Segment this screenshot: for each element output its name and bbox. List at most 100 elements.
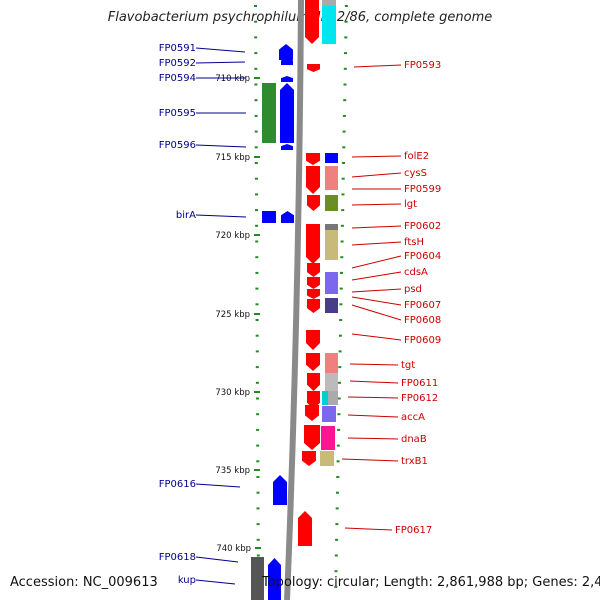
guide-dot xyxy=(339,303,343,306)
guide-dot xyxy=(254,20,258,23)
gene-label-psd[interactable]: psd xyxy=(404,284,422,295)
guide-dot xyxy=(344,52,347,55)
guide-dot xyxy=(344,36,348,39)
guide-dot xyxy=(255,381,259,384)
guide-dot xyxy=(336,444,340,447)
gene-label-fp0602[interactable]: FP0602 xyxy=(404,221,441,232)
label-leader-line xyxy=(351,155,402,158)
gene-label-fp0612[interactable]: FP0612 xyxy=(401,393,438,404)
guide-dot xyxy=(335,523,339,526)
gene-label-fole2[interactable]: folE2 xyxy=(404,151,429,162)
label-leader-line xyxy=(347,437,399,440)
guide-dot xyxy=(338,381,341,384)
gene-label-ftsh[interactable]: ftsH xyxy=(404,237,424,248)
topology-label: Topology: circular; Length: 2,861,988 bp… xyxy=(262,575,600,590)
cog-block xyxy=(262,83,276,143)
gene-arrow xyxy=(307,373,320,391)
cog-block xyxy=(325,298,338,313)
guide-dot xyxy=(341,177,345,180)
gene-label-acca[interactable]: accA xyxy=(401,412,425,423)
gene-arrow xyxy=(307,64,320,72)
guide-dot xyxy=(339,319,343,321)
accession-label: Accession: NC_009613 xyxy=(10,575,158,590)
gene-label-lgt[interactable]: lgt xyxy=(404,199,417,210)
guide-dot xyxy=(256,523,260,526)
gene-label-fp0593[interactable]: FP0593 xyxy=(404,60,441,71)
gene-label-fp0617[interactable]: FP0617 xyxy=(395,525,432,536)
gene-label-tgt[interactable]: tgt xyxy=(401,360,415,371)
label-leader-line xyxy=(347,396,399,399)
label-leader-line xyxy=(195,144,247,148)
guide-dot xyxy=(340,224,344,227)
guide-dot xyxy=(338,334,342,337)
gene-label-cyss[interactable]: cysS xyxy=(404,168,427,179)
gene-label-fp0592[interactable]: FP0592 xyxy=(159,58,196,69)
guide-dot xyxy=(334,585,338,588)
guide-dot xyxy=(255,303,259,306)
label-leader-line xyxy=(351,225,402,229)
guide-dot xyxy=(344,20,348,23)
gene-arrow xyxy=(305,0,319,44)
guide-dot xyxy=(341,209,345,212)
gene-arrow xyxy=(307,299,320,313)
label-leader-line xyxy=(347,414,399,418)
scale-tick-label: 715 kbp xyxy=(215,153,250,163)
gene-label-trxb1[interactable]: trxB1 xyxy=(401,456,428,467)
guide-dot xyxy=(340,271,343,274)
guide-dot xyxy=(256,444,260,447)
label-leader-line xyxy=(349,363,399,366)
gene-label-fp0607[interactable]: FP0607 xyxy=(404,300,441,311)
cog-block xyxy=(325,195,338,211)
gene-labels: FP0591 FP0592 FP0594 FP0595 FP0596 birA FP0616… xyxy=(159,43,441,586)
gene-arrow xyxy=(305,405,319,421)
label-leader-line xyxy=(195,47,246,53)
gene-label-fp0618[interactable]: FP0618 xyxy=(159,552,196,563)
gene-arrow xyxy=(268,558,281,600)
gene-label-fp0591[interactable]: FP0591 xyxy=(159,43,196,54)
guide-dot xyxy=(254,5,257,7)
guide-dot xyxy=(254,67,258,70)
label-leader-line xyxy=(195,483,241,488)
guide-dot xyxy=(255,224,259,227)
gene-label-fp0596[interactable]: FP0596 xyxy=(159,140,196,151)
gene-label-cdsa[interactable]: cdsA xyxy=(404,267,428,278)
scale-tick-label: 730 kbp xyxy=(215,388,250,398)
cog-block xyxy=(325,353,338,373)
gene-arrow xyxy=(307,263,320,277)
guide-dot xyxy=(255,287,259,290)
label-leader-line xyxy=(349,380,399,384)
label-leader-line xyxy=(195,579,236,585)
cog-block xyxy=(320,451,334,466)
gene-arrow xyxy=(306,353,320,371)
guide-dot xyxy=(254,52,258,55)
gene-label-fp0599[interactable]: FP0599 xyxy=(404,184,441,195)
gene-label-fp0604[interactable]: FP0604 xyxy=(404,251,441,262)
guide-dot xyxy=(342,146,346,149)
gene-label-bira[interactable]: birA xyxy=(176,210,196,221)
label-leader-line xyxy=(351,304,402,321)
guide-dot xyxy=(256,538,260,541)
label-leader-line xyxy=(351,271,402,281)
guide-dot xyxy=(334,554,338,557)
guide-dot xyxy=(256,397,259,400)
gene-label-fp0611[interactable]: FP0611 xyxy=(401,378,438,389)
guide-dot xyxy=(256,460,260,463)
gene-label-fp0595[interactable]: FP0595 xyxy=(159,108,196,119)
guide-dot xyxy=(339,287,343,290)
gene-label-fp0594[interactable]: FP0594 xyxy=(159,73,196,84)
cog-block xyxy=(325,272,338,294)
guide-dot xyxy=(254,177,258,180)
gene-label-dnab[interactable]: dnaB xyxy=(401,434,427,445)
gene-label-kup[interactable]: kup xyxy=(178,575,196,586)
guide-dot xyxy=(256,554,260,557)
label-leader-line xyxy=(351,296,402,306)
gene-label-fp0616[interactable]: FP0616 xyxy=(159,479,196,490)
guide-dot xyxy=(255,240,259,243)
guide-dot xyxy=(254,114,258,117)
scale-tick-label: 725 kbp xyxy=(215,310,250,320)
guide-dot xyxy=(338,366,342,369)
gene-label-fp0609[interactable]: FP0609 xyxy=(404,335,441,346)
gene-label-fp0608[interactable]: FP0608 xyxy=(404,315,441,326)
